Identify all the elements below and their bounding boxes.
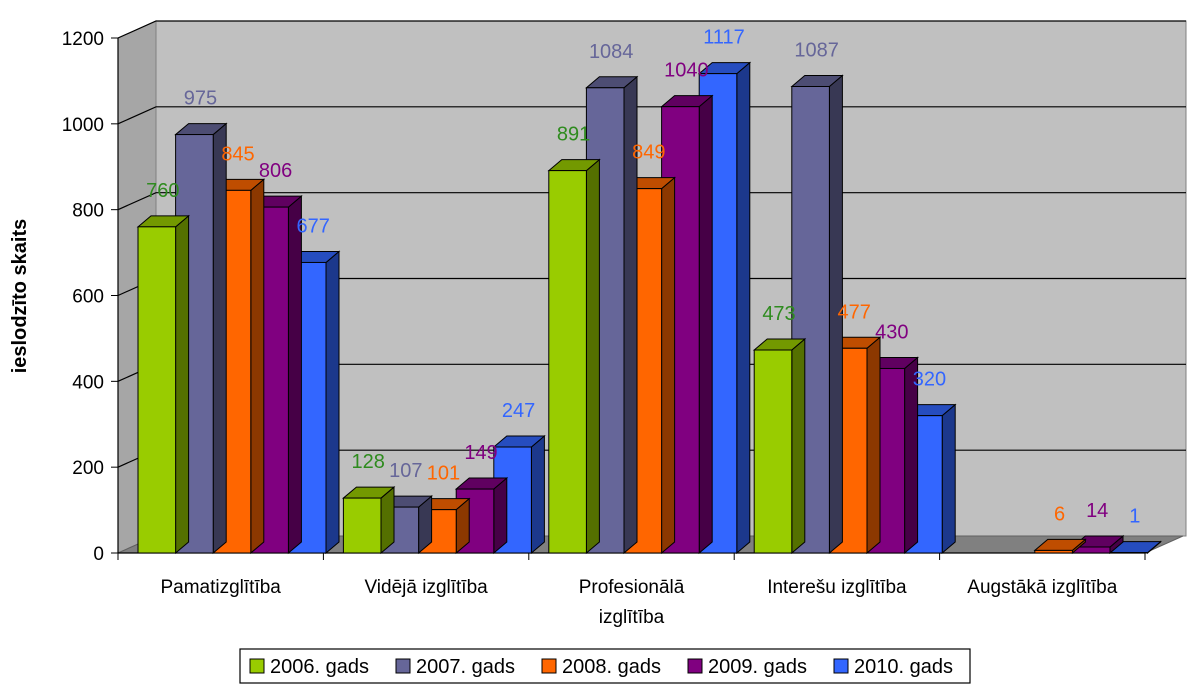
y-tick-label: 600 [72, 287, 104, 308]
y-tick-label: 0 [93, 544, 104, 565]
bar-front [1034, 549, 1073, 554]
data-label: 128 [352, 451, 385, 473]
gridline [117, 20, 1186, 39]
legend-entry-label: 2010. gads [854, 656, 953, 678]
x-category-label: Profesionālā [579, 577, 685, 598]
legend-swatch [249, 658, 265, 674]
bar-side [493, 476, 508, 555]
data-label: 677 [297, 215, 330, 237]
bar-side [250, 178, 265, 555]
axes: 0 200 400 600 800 1000 1200 Pamatizglītība Vidēj… [62, 29, 1146, 628]
data-label: 849 [632, 142, 665, 164]
bar-front [342, 497, 382, 554]
bar-side [530, 434, 545, 555]
x-category-label: izglītība [599, 607, 665, 628]
bar-2006gads-0 [136, 214, 190, 555]
data-label: 430 [875, 321, 908, 343]
bar-front [753, 349, 793, 554]
bar-2006gads-1 [342, 485, 396, 555]
legend: 2006. gads 2007. gads 2008. gads 2009. gads… [239, 648, 971, 684]
y-tick-label: 200 [72, 458, 104, 479]
bar-side [585, 158, 600, 555]
data-label: 1040 [664, 60, 709, 82]
x-category-label: Interešu izglītība [767, 577, 907, 598]
bar-2006gads-2 [547, 158, 601, 555]
bar-2006gads-3 [752, 337, 807, 555]
bar-side [661, 176, 676, 555]
data-label: 477 [838, 301, 871, 323]
data-label: 1087 [794, 39, 839, 61]
bar-side [736, 61, 751, 555]
legend-swatch [833, 658, 849, 674]
bar-side [941, 403, 956, 555]
data-label: 1 [1129, 506, 1140, 528]
data-label: 247 [502, 400, 535, 422]
legend-entry-label: 2009. gads [708, 656, 807, 678]
data-label: 107 [389, 460, 422, 482]
legend-entry-label: 2008. gads [562, 656, 661, 678]
data-label: 101 [427, 463, 460, 485]
legend-swatch [687, 658, 703, 674]
bar-side [175, 214, 190, 555]
x-category-label: Augstākā izglītība [967, 577, 1117, 598]
data-label: 806 [259, 160, 292, 182]
bar-front [137, 226, 177, 554]
bar-side [287, 195, 302, 555]
legend-swatch [395, 658, 411, 674]
bar-2008gads-4 [1033, 538, 1087, 555]
data-label: 760 [146, 180, 179, 202]
data-label: 1117 [703, 27, 745, 49]
x-category-label: Pamatizglītība [160, 577, 281, 598]
legend-entry-label: 2007. gads [416, 656, 515, 678]
y-axis-label-group: ieslodzīto skaits [9, 219, 31, 374]
y-tick-label: 800 [72, 201, 104, 222]
data-label: 975 [184, 88, 217, 110]
data-label: 6 [1054, 503, 1065, 525]
data-label: 14 [1086, 500, 1108, 522]
y-tick-label: 1200 [62, 29, 104, 50]
y-tick-label: 400 [72, 372, 104, 393]
x-category-label: Vidējā izglītība [364, 577, 488, 598]
data-label: 1084 [589, 41, 634, 63]
legend-entry-label: 2006. gads [270, 656, 369, 678]
data-label: 320 [913, 369, 946, 391]
bar-2009gads-4 [1071, 534, 1125, 555]
bars [136, 61, 1162, 555]
data-label: 473 [762, 303, 795, 325]
bar-side [698, 94, 713, 555]
bar-side [791, 337, 806, 555]
legend-swatch [541, 658, 557, 674]
data-label: 149 [464, 442, 497, 464]
bar-side [866, 336, 881, 555]
bar-side [212, 122, 227, 555]
y-tick-label: 1000 [62, 115, 104, 136]
data-label: 891 [557, 124, 590, 146]
y-axis-label: ieslodzīto skaits [9, 219, 31, 374]
bar-side [325, 250, 340, 555]
bar-front [548, 170, 587, 554]
data-label: 845 [221, 143, 254, 165]
